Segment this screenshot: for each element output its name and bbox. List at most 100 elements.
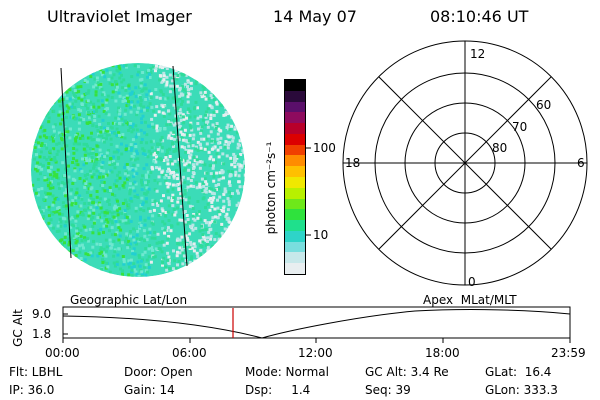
uv-pixel bbox=[125, 215, 129, 219]
uv-pixel bbox=[71, 182, 75, 185]
uv-pixel bbox=[99, 68, 103, 72]
uv-pixel bbox=[88, 147, 92, 151]
uv-pixel bbox=[95, 158, 99, 161]
uv-pixel bbox=[191, 167, 195, 171]
uv-pixel bbox=[178, 94, 182, 98]
uv-pixel bbox=[68, 102, 72, 106]
uv-pixel bbox=[103, 174, 107, 178]
uv-pixel bbox=[221, 152, 225, 156]
uv-pixel bbox=[176, 177, 180, 181]
uv-pixel bbox=[47, 208, 51, 212]
uv-pixel bbox=[131, 128, 135, 132]
uv-pixel bbox=[144, 87, 148, 91]
uv-pixel bbox=[43, 143, 47, 147]
uv-pixel bbox=[156, 148, 160, 152]
uv-pixel bbox=[153, 179, 157, 182]
uv-pixel bbox=[194, 147, 198, 151]
uv-pixel bbox=[144, 192, 148, 196]
uv-pixel bbox=[130, 90, 134, 94]
uv-pixel bbox=[177, 259, 181, 263]
geographic-projection-label: Geographic Lat/Lon bbox=[70, 293, 188, 307]
uv-pixel bbox=[204, 206, 207, 209]
uv-pixel bbox=[109, 131, 113, 135]
uv-pixel bbox=[193, 245, 197, 249]
uv-pixel bbox=[204, 122, 208, 126]
uv-pixel bbox=[100, 267, 104, 271]
uv-pixel bbox=[180, 248, 184, 252]
uv-pixel bbox=[70, 201, 74, 205]
uv-pixel bbox=[82, 147, 86, 151]
uv-pixel bbox=[46, 181, 50, 185]
uv-pixel bbox=[67, 106, 71, 110]
uv-pixel bbox=[165, 123, 169, 127]
uv-pixel bbox=[100, 87, 104, 91]
uv-pixel bbox=[83, 236, 87, 240]
uv-pixel bbox=[204, 97, 208, 101]
uv-pixel bbox=[172, 84, 176, 88]
uv-pixel bbox=[71, 177, 75, 181]
uv-pixel bbox=[169, 84, 173, 88]
uv-pixel bbox=[124, 88, 128, 92]
uv-pixel bbox=[127, 206, 131, 210]
uv-pixel bbox=[184, 89, 188, 93]
uv-pixel bbox=[146, 155, 150, 159]
uv-pixel bbox=[174, 149, 178, 153]
uv-pixel bbox=[183, 220, 187, 224]
uv-pixel bbox=[171, 96, 175, 100]
uv-pixel bbox=[114, 99, 118, 103]
uv-pixel bbox=[69, 115, 73, 119]
uv-pixel bbox=[217, 210, 221, 214]
intensity-colorbar bbox=[284, 79, 306, 275]
uv-pixel bbox=[95, 86, 99, 90]
uv-pixel bbox=[205, 120, 209, 124]
uv-pixel bbox=[199, 91, 203, 95]
uv-pixel bbox=[140, 188, 144, 192]
uv-pixel bbox=[117, 117, 121, 121]
uv-pixel bbox=[143, 223, 147, 227]
uv-pixel bbox=[182, 159, 186, 163]
mlt-label-12: 12 bbox=[470, 47, 486, 61]
uv-pixel bbox=[167, 235, 171, 238]
date-label: 14 May 07 bbox=[273, 7, 357, 26]
uv-pixel bbox=[164, 211, 168, 214]
uv-pixel bbox=[82, 179, 86, 183]
uv-pixel bbox=[76, 232, 80, 236]
uv-pixel bbox=[89, 100, 93, 104]
uv-pixel bbox=[83, 93, 87, 96]
uv-pixel bbox=[36, 161, 40, 165]
uv-pixel bbox=[215, 102, 219, 106]
uv-pixel bbox=[92, 102, 96, 106]
uv-pixel bbox=[160, 145, 164, 149]
uv-pixel bbox=[226, 123, 230, 127]
uv-pixel bbox=[73, 117, 77, 121]
uv-pixel bbox=[102, 224, 106, 228]
uv-pixel bbox=[175, 254, 179, 258]
uv-pixel bbox=[146, 231, 150, 235]
uv-pixel bbox=[100, 99, 104, 103]
uv-pixel bbox=[196, 255, 200, 258]
uv-pixel bbox=[90, 175, 94, 179]
uv-pixel bbox=[163, 176, 167, 180]
uv-pixel bbox=[176, 237, 180, 241]
uv-pixel bbox=[122, 96, 126, 100]
uv-pixel bbox=[179, 118, 183, 122]
uv-pixel bbox=[51, 194, 55, 198]
uv-pixel bbox=[106, 200, 110, 203]
uv-pixel bbox=[204, 115, 208, 119]
uv-pixel bbox=[217, 178, 221, 182]
uv-pixel bbox=[100, 219, 104, 223]
uv-pixel bbox=[60, 118, 64, 122]
uv-pixel bbox=[77, 96, 81, 100]
uv-pixel bbox=[48, 192, 52, 196]
uv-pixel bbox=[236, 131, 240, 135]
uv-pixel bbox=[201, 197, 205, 201]
uv-pixel bbox=[79, 213, 82, 216]
uv-pixel bbox=[142, 87, 146, 91]
uv-pixel bbox=[31, 183, 35, 187]
uv-pixel bbox=[130, 199, 134, 203]
uv-pixel bbox=[118, 76, 122, 80]
uv-pixel bbox=[144, 273, 148, 277]
uv-pixel bbox=[92, 221, 96, 225]
uv-pixel bbox=[181, 194, 185, 198]
